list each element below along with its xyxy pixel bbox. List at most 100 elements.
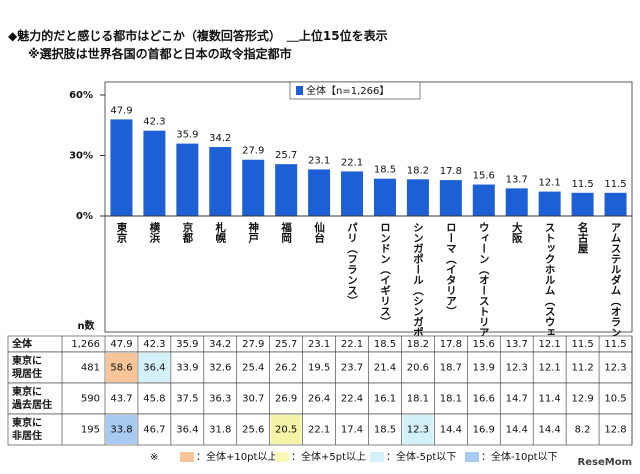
bar — [308, 169, 331, 216]
cell: 19.5 — [308, 363, 330, 374]
bar-label: 34.2 — [209, 133, 231, 144]
cell: 11.2 — [571, 363, 593, 374]
n-value: 481 — [81, 363, 100, 374]
cell: 11.4 — [539, 394, 561, 405]
cell: 18.5 — [374, 339, 396, 350]
cell: 14.7 — [506, 394, 528, 405]
bar-label: 18.5 — [374, 165, 396, 176]
footnote-label: ：全体+10pt以上 — [196, 450, 277, 463]
bar — [110, 119, 133, 216]
cell: 23.1 — [308, 339, 330, 350]
bar — [472, 184, 495, 216]
bar — [406, 179, 429, 216]
cell: 14.4 — [440, 425, 462, 436]
cell: 10.5 — [604, 394, 626, 405]
cell: 16.9 — [473, 425, 495, 436]
category-label: 東京 — [115, 221, 127, 244]
cell: 37.5 — [176, 394, 198, 405]
cell: 18.7 — [440, 363, 462, 374]
category-label: シンガポール（シンガポール） — [412, 222, 424, 369]
n-header: n数 — [77, 319, 95, 332]
category-label: ローマ（イタリア） — [445, 222, 457, 317]
cell: 14.4 — [506, 425, 528, 436]
watermark: ReseMom — [578, 457, 632, 468]
cell: 20.5 — [275, 425, 297, 436]
cell: 36.4 — [176, 425, 198, 436]
cell: 58.6 — [110, 363, 132, 374]
bar-label: 42.3 — [143, 117, 165, 128]
row-label: 全体 — [11, 337, 33, 350]
footnote-label: ：全体-5pt以下 — [386, 450, 456, 463]
cell-highlight — [106, 415, 137, 444]
cell: 27.9 — [242, 339, 264, 350]
legend-label: 全体【n=1,266】 — [306, 84, 389, 97]
footnote-swatch — [370, 452, 384, 462]
cell: 42.3 — [143, 339, 165, 350]
cell: 16.1 — [374, 394, 396, 405]
row-label: 現居住 — [12, 367, 42, 380]
cell: 8.2 — [575, 425, 591, 436]
category-label: 横浜 — [148, 221, 160, 244]
bar-label: 17.8 — [440, 166, 462, 177]
row-label: 東京に — [12, 354, 42, 367]
category-label: アムステルダム（オランダ） — [610, 222, 622, 359]
category-label: 名古屋 — [577, 221, 589, 254]
footnote-label: ：全体-10pt以下 — [481, 450, 558, 463]
category-label: 札幌 — [214, 221, 226, 244]
cell: 22.1 — [308, 425, 330, 436]
table-row — [7, 382, 633, 415]
bar — [209, 147, 232, 216]
cell: 34.2 — [209, 339, 231, 350]
bar-label: 11.5 — [604, 179, 626, 190]
bar — [143, 130, 166, 216]
footnote-swatch — [465, 452, 479, 462]
y-tick-label: 60% — [69, 90, 93, 101]
cell: 25.4 — [242, 363, 264, 374]
title-line: ※選択肢は世界各国の首都と日本の政令指定都市 — [28, 46, 292, 61]
cell: 36.3 — [209, 394, 231, 405]
y-tick-label: 0% — [76, 211, 93, 222]
cell: 12.1 — [539, 339, 561, 350]
footnote-mark: ※ — [150, 452, 158, 463]
bar — [373, 178, 396, 216]
cell: 36.4 — [143, 363, 165, 374]
cell: 26.9 — [275, 394, 297, 405]
category-label: ウィーン（オーストリア） — [478, 222, 490, 348]
cell-highlight — [402, 415, 434, 444]
row-label: 東京に — [12, 385, 42, 398]
cell: 18.2 — [407, 339, 429, 350]
bar — [505, 188, 528, 216]
cell: 26.4 — [308, 394, 330, 405]
cell: 11.5 — [571, 339, 593, 350]
cell: 17.8 — [440, 339, 462, 350]
bar — [275, 164, 298, 216]
cell: 33.9 — [176, 363, 198, 374]
cell: 47.9 — [110, 339, 132, 350]
bar — [176, 143, 199, 216]
bar — [571, 192, 594, 216]
row-label: 東京に — [12, 416, 42, 429]
category-label: 福岡 — [280, 221, 292, 244]
category-label: 大阪 — [511, 221, 523, 244]
cell: 18.1 — [440, 394, 462, 405]
cell: 22.4 — [341, 394, 363, 405]
cell: 32.6 — [209, 363, 231, 374]
bar-label: 18.2 — [407, 165, 429, 176]
cell: 18.5 — [374, 425, 396, 436]
cell: 17.4 — [341, 425, 363, 436]
cell: 12.3 — [604, 363, 626, 374]
bar-label: 12.1 — [539, 178, 561, 189]
bar — [242, 159, 265, 216]
cell: 16.6 — [473, 394, 495, 405]
row-label: 非居住 — [12, 429, 42, 442]
cell: 12.3 — [506, 363, 528, 374]
title-line: ◆魅力的だと感じる都市はどこか（複数回答形式） ＿上位15位を表示 — [8, 28, 388, 43]
row-label: 過去居住 — [11, 398, 52, 411]
bar — [538, 191, 561, 216]
cell: 11.5 — [604, 339, 626, 350]
category-label: パリ（フランス） — [346, 222, 358, 306]
cell: 23.7 — [341, 363, 363, 374]
cell: 33.8 — [110, 425, 132, 436]
category-label: 京都 — [181, 221, 193, 244]
